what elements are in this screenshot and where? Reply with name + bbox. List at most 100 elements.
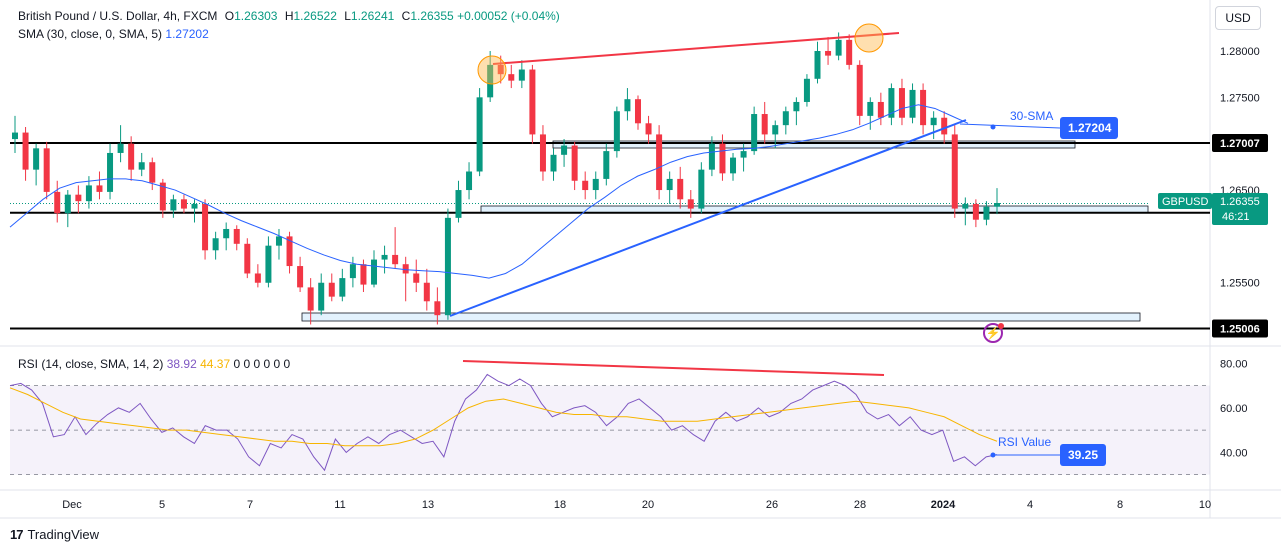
price-tick-label: 1.27500 — [1220, 92, 1260, 104]
rsi-ma-value: 44.37 — [200, 357, 231, 371]
candle-body — [740, 151, 747, 158]
candle-body — [909, 89, 916, 118]
level-price-tag — [1212, 134, 1268, 153]
rsi-tick-label: 40.00 — [1220, 447, 1248, 459]
candle-body — [687, 199, 694, 209]
time-tick-label: 8 — [1117, 499, 1123, 511]
high-label: H — [284, 9, 294, 23]
flash-icon[interactable]: ⚡ — [983, 323, 1003, 343]
rsi-line — [9, 373, 998, 472]
candle-body — [434, 301, 441, 316]
time-tick-label: 20 — [642, 499, 654, 511]
support-zone-low — [301, 312, 1141, 322]
candle-body — [43, 148, 50, 192]
candle-body — [64, 194, 71, 214]
time-tick-label: Dec — [62, 499, 82, 511]
time-tick-label: 7 — [247, 499, 253, 511]
candle-body — [751, 114, 758, 152]
close-label: C — [401, 9, 411, 23]
candle-body — [360, 264, 367, 285]
candle-body — [275, 236, 282, 246]
sma-line — [9, 104, 969, 279]
ohlc-legend: British Pound / U.S. Dollar, 4h, FXCM O1… — [18, 9, 560, 23]
candle-body — [803, 78, 810, 102]
symbol-tag — [1158, 193, 1212, 209]
sma-annotation: 30-SMA — [1010, 109, 1053, 123]
candle-body — [96, 185, 103, 192]
time-tick-label: 18 — [554, 499, 566, 511]
tradingview-logo-icon: 17 — [10, 527, 24, 542]
candle-body — [814, 50, 821, 79]
candle-body — [212, 238, 219, 251]
resistance-trendline — [492, 32, 900, 65]
tradingview-brand[interactable]: 17 TradingView — [10, 527, 99, 542]
level-price-tag — [1212, 319, 1268, 338]
sma-value: 1.27202 — [165, 27, 209, 41]
candle-body — [128, 143, 135, 170]
high-value: 1.26522 — [293, 9, 337, 23]
rsi-tick-label: 80.00 — [1220, 358, 1248, 370]
open-value: 1.26303 — [234, 9, 278, 23]
candle-body — [941, 117, 948, 135]
candle-body — [877, 101, 884, 118]
candle-body — [180, 199, 187, 209]
candle-body — [930, 117, 937, 126]
candle-body — [85, 185, 92, 202]
candle-body — [634, 99, 641, 124]
candle-body — [772, 125, 779, 135]
candle-body — [159, 182, 166, 211]
time-tick-label: 28 — [854, 499, 866, 511]
current-price-value: 1.26355 — [1220, 196, 1260, 208]
candle-body — [972, 203, 979, 220]
time-tick-label: 10 — [1199, 499, 1211, 511]
time-tick-label: 2024 — [931, 499, 956, 511]
symbol-tag-label: GBPUSD — [1162, 196, 1209, 208]
candle-body — [888, 88, 895, 118]
candle-body — [202, 203, 209, 251]
rsi-tag-value: 39.25 — [1068, 448, 1098, 462]
candle-body — [550, 154, 557, 172]
candle-body — [656, 134, 663, 191]
candle-body — [423, 282, 430, 302]
candle-body — [761, 114, 768, 135]
candle-body — [603, 151, 610, 179]
currency-button[interactable]: USD — [1215, 6, 1261, 30]
sma-legend[interactable]: SMA (30, close, 0, SMA, 5) 1.27202 — [18, 27, 209, 41]
price-tick-label: 1.25500 — [1220, 278, 1260, 290]
candle-body — [170, 199, 177, 211]
price-tick-label: 1.28000 — [1220, 46, 1260, 58]
candle-body — [624, 99, 631, 112]
rsi-value: 38.92 — [166, 357, 197, 371]
resistance-zone — [552, 140, 1076, 149]
candle-body — [233, 228, 240, 244]
notification-dot — [998, 323, 1004, 329]
candle-body — [994, 203, 1000, 207]
candle-body — [951, 134, 958, 209]
candle-body — [730, 157, 737, 174]
candle-body — [138, 162, 145, 170]
candle-body — [286, 236, 293, 267]
candle-body — [508, 74, 515, 81]
sma-annotation-dot — [990, 124, 996, 130]
candle-body — [466, 171, 473, 191]
candle-body — [297, 266, 304, 288]
time-tick-label: 5 — [159, 499, 165, 511]
candle-body — [254, 273, 261, 283]
candle-body — [117, 143, 124, 153]
rsi-ma-line — [9, 387, 998, 447]
candle-body — [307, 287, 314, 311]
candle-body — [856, 64, 863, 116]
candle-body — [191, 203, 198, 209]
rsi-legend[interactable]: RSI (14, close, SMA, 14, 2) 38.92 44.37 … — [18, 357, 290, 371]
candle-body — [455, 190, 462, 218]
change-value: +0.00052 (+0.04%) — [457, 9, 560, 23]
highlight-circle — [854, 23, 884, 53]
candle-body — [571, 145, 578, 181]
candle-body — [392, 254, 399, 265]
candle-body — [645, 123, 652, 135]
candle-body — [698, 169, 705, 209]
candle-body — [782, 111, 789, 126]
time-tick-label: 13 — [422, 499, 434, 511]
symbol-title: British Pound / U.S. Dollar, 4h, FXCM — [18, 9, 218, 23]
